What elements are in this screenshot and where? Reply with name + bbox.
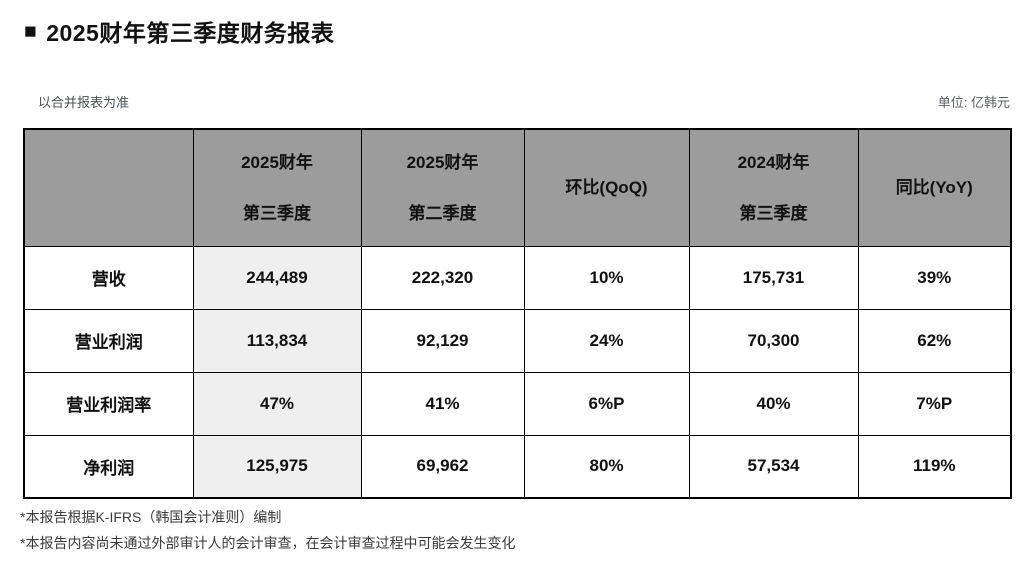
data-cell: 57,534 [688, 434, 859, 499]
table-row-operating-profit: 营业利润 113,834 92,129 24% 70,300 62% [23, 308, 1012, 373]
column-header-text: 环比(QoQ) [565, 178, 648, 198]
unit-label: 单位: 亿韩元 [937, 95, 1010, 110]
page-title: ■ 2025财年第三季度财务报表 [24, 14, 1033, 48]
meta-row: 以合并报表为准 单位: 亿韩元 [38, 92, 1010, 111]
row-header: 营收 [23, 245, 194, 310]
row-header: 营业利润率 [23, 371, 194, 436]
column-header-fy2024-q3: 2024财年 第三季度 [688, 128, 859, 247]
data-cell: 24% [523, 308, 690, 373]
column-header-text: 2025财年 第二季度 [406, 152, 479, 223]
data-cell: 92,129 [360, 308, 525, 373]
table-row-operating-margin: 营业利润率 47% 41% 6%P 40% 7%P [23, 371, 1012, 436]
data-cell: 125,975 [192, 434, 362, 499]
column-header-qoq: 环比(QoQ) [523, 128, 690, 247]
data-cell: 47% [192, 371, 362, 436]
table-row-revenue: 营收 244,489 222,320 10% 175,731 39% [23, 245, 1012, 310]
data-cell: 62% [857, 308, 1012, 373]
column-header-yoy: 同比(YoY) [857, 128, 1012, 247]
data-cell: 244,489 [192, 245, 362, 310]
data-cell: 175,731 [688, 245, 859, 310]
consolidated-basis-label: 以合并报表为准 [38, 95, 130, 110]
data-cell: 119% [857, 434, 1012, 499]
column-header-fy2025-q2: 2025财年 第二季度 [360, 128, 525, 247]
row-header: 净利润 [23, 434, 194, 499]
column-header-fy2025-q3: 2025财年 第三季度 [192, 128, 362, 247]
page-title-text: 2025财年第三季度财务报表 [46, 20, 335, 46]
column-header-text: 2024财年 第三季度 [737, 152, 810, 223]
data-cell: 40% [688, 371, 859, 436]
data-cell: 39% [857, 245, 1012, 310]
data-cell: 222,320 [360, 245, 525, 310]
black-square-icon: ■ [24, 19, 38, 43]
column-header-text: 2025财年 第三季度 [241, 152, 313, 223]
row-header: 营业利润 [23, 308, 194, 373]
data-cell: 70,300 [688, 308, 859, 373]
footnote-audit-disclaimer: *本报告内容尚未通过外部审计人的会计审查，在会计审查过程中可能会发生变化 [20, 534, 516, 551]
table-header-row: 2025财年 第三季度 2025财年 第二季度 环比(QoQ) 2024财年 第… [23, 128, 1012, 247]
data-cell: 10% [523, 245, 690, 310]
footnotes: *本报告根据K-IFRS（韩国会计准则）编制 *本报告内容尚未通过外部审计人的会… [20, 509, 1033, 552]
data-cell: 41% [360, 371, 525, 436]
table-corner-cell [23, 128, 194, 247]
data-cell: 80% [523, 434, 690, 499]
data-cell: 6%P [523, 371, 690, 436]
footnote-accounting-standard: *本报告根据K-IFRS（韩国会计准则）编制 [20, 509, 282, 525]
table-row-net-profit: 净利润 125,975 69,962 80% 57,534 119% [23, 434, 1012, 499]
financial-table: 2025财年 第三季度 2025财年 第二季度 环比(QoQ) 2024财年 第… [23, 128, 1012, 499]
column-header-text: 同比(YoY) [895, 178, 973, 198]
data-cell: 69,962 [360, 434, 525, 499]
data-cell: 113,834 [192, 308, 362, 373]
data-cell: 7%P [857, 371, 1012, 436]
